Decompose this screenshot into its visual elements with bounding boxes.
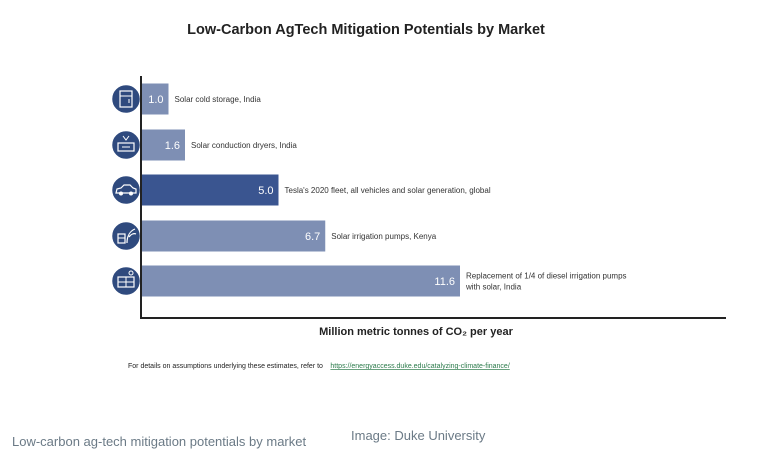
footnote-link[interactable]: https://energyaccess.duke.edu/catalyzing… — [330, 363, 509, 370]
bar-category-label: Solar irrigation pumps, Kenya — [331, 232, 436, 241]
bar-5 — [141, 265, 460, 297]
bar-category-label: Replacement of 1/4 of diesel irrigation … — [465, 272, 627, 292]
cold-storage-icon — [110, 83, 142, 115]
chart-title: Low-Carbon AgTech Mitigation Potentials … — [187, 22, 545, 38]
bar-4 — [141, 220, 326, 252]
bar-value-label: 6.7 — [305, 231, 320, 243]
dryer-icon — [110, 129, 142, 161]
bar-3 — [141, 174, 279, 206]
bar-category-label: Tesla's 2020 fleet, all vehicles and sol… — [285, 186, 491, 195]
irrigation-pump-icon — [110, 220, 142, 252]
bar-2 — [141, 129, 185, 161]
bar-value-label: 5.0 — [258, 185, 273, 197]
solar-panel-icon — [110, 265, 142, 297]
car-icon — [110, 174, 142, 206]
bar-1 — [141, 83, 169, 115]
bar-value-label: 11.6 — [434, 276, 455, 288]
footnote-text: For details on assumptions underlying th… — [128, 363, 323, 370]
bar-value-label: 1.0 — [148, 94, 163, 106]
x-axis-label: Million metric tonnes of CO₂ per year — [319, 326, 513, 338]
bar-category-label: Solar conduction dryers, India — [191, 141, 297, 150]
chart-svg: Low-Carbon AgTech Mitigation Potentials … — [110, 22, 726, 372]
bar-value-label: 1.6 — [165, 140, 180, 152]
image-credit: Image: Duke University — [351, 428, 486, 443]
bar-category-label: Solar cold storage, India — [175, 95, 262, 104]
chart-figure: Low-Carbon AgTech Mitigation Potentials … — [100, 0, 760, 415]
image-caption: Low-carbon ag-tech mitigation potentials… — [12, 434, 307, 449]
bars-layer: 1.0 Solar cold storage, India 1.6 Solar con… — [110, 83, 627, 297]
footnote: For details on assumptions underlying th… — [128, 355, 510, 372]
